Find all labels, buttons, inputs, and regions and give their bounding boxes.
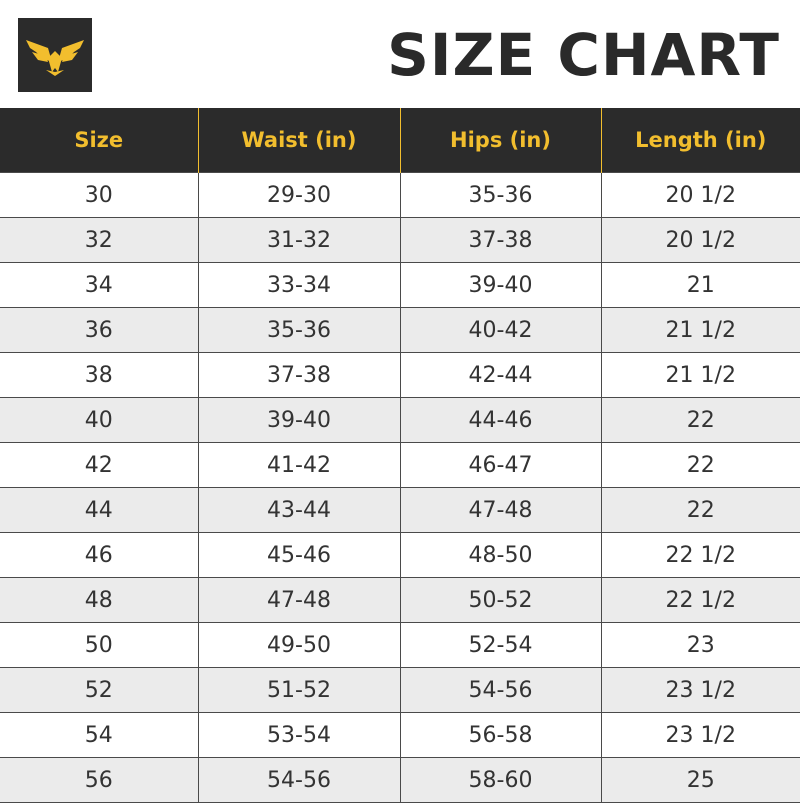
table-cell: 53-54 bbox=[197, 712, 401, 758]
table-cell: 47-48 bbox=[399, 487, 602, 533]
table-cell: 37-38 bbox=[399, 217, 602, 263]
table-cell: 52 bbox=[0, 667, 199, 713]
table-cell: 56 bbox=[0, 757, 199, 803]
table-cell: 50-52 bbox=[399, 577, 602, 623]
table-cell: 35-36 bbox=[399, 172, 602, 218]
table-cell: 54-56 bbox=[197, 757, 401, 803]
table-row: 32 31-32 37-38 20 1/2 bbox=[0, 217, 800, 263]
header-row: Size Waist (in) Hips (in) Length (in) bbox=[0, 108, 800, 173]
table-cell: 49-50 bbox=[197, 622, 401, 668]
table-cell: 36 bbox=[0, 307, 199, 353]
table-cell: 56-58 bbox=[399, 712, 602, 758]
table-cell: 44 bbox=[0, 487, 199, 533]
column-header: Size bbox=[0, 108, 198, 173]
table-cell: 58-60 bbox=[399, 757, 602, 803]
table-cell: 39-40 bbox=[197, 397, 401, 443]
column-header: Waist (in) bbox=[197, 108, 400, 173]
table-body: 30 29-30 35-36 20 1/2 32 31-32 37-38 20 1/2 34 33… bbox=[0, 172, 800, 803]
table-cell: 23 bbox=[600, 622, 800, 668]
table-cell: 50 bbox=[0, 622, 199, 668]
table-cell: 30 bbox=[0, 172, 199, 218]
table-cell: 29-30 bbox=[197, 172, 401, 218]
table-cell: 35-36 bbox=[197, 307, 401, 353]
table-cell: 52-54 bbox=[399, 622, 602, 668]
table-cell: 40 bbox=[0, 397, 199, 443]
table-cell: 42-44 bbox=[399, 352, 602, 398]
table-cell: 46-47 bbox=[399, 442, 602, 488]
column-header: Length (in) bbox=[600, 108, 800, 173]
table-cell: 33-34 bbox=[197, 262, 401, 308]
table-cell: 25 bbox=[600, 757, 800, 803]
table-row: 36 35-36 40-42 21 1/2 bbox=[0, 307, 800, 353]
table-cell: 43-44 bbox=[197, 487, 401, 533]
table-cell: 21 1/2 bbox=[600, 307, 800, 353]
table-row: 48 47-48 50-52 22 1/2 bbox=[0, 577, 800, 623]
table-cell: 21 1/2 bbox=[600, 352, 800, 398]
size-table: Size Waist (in) Hips (in) Length (in) 30 29-… bbox=[0, 108, 800, 803]
table-cell: 22 1/2 bbox=[600, 577, 800, 623]
table-cell: 47-48 bbox=[197, 577, 401, 623]
table-cell: 20 1/2 bbox=[600, 172, 800, 218]
table-cell: 46 bbox=[0, 532, 199, 578]
column-header: Hips (in) bbox=[399, 108, 601, 173]
table-cell: 40-42 bbox=[399, 307, 602, 353]
table-cell: 41-42 bbox=[197, 442, 401, 488]
table-row: 44 43-44 47-48 22 bbox=[0, 487, 800, 533]
table-cell: 32 bbox=[0, 217, 199, 263]
table-row: 50 49-50 52-54 23 bbox=[0, 622, 800, 668]
table-row: 34 33-34 39-40 21 bbox=[0, 262, 800, 308]
table-cell: 37-38 bbox=[197, 352, 401, 398]
table-cell: 22 1/2 bbox=[600, 532, 800, 578]
table-cell: 22 bbox=[600, 397, 800, 443]
title: SIZE CHART bbox=[387, 21, 780, 89]
table-cell: 22 bbox=[600, 442, 800, 488]
logo bbox=[18, 18, 92, 92]
table-row: 38 37-38 42-44 21 1/2 bbox=[0, 352, 800, 398]
table-cell: 38 bbox=[0, 352, 199, 398]
table-cell: 31-32 bbox=[197, 217, 401, 263]
table-cell: 45-46 bbox=[197, 532, 401, 578]
table-row: 40 39-40 44-46 22 bbox=[0, 397, 800, 443]
table-row: 42 41-42 46-47 22 bbox=[0, 442, 800, 488]
table-row: 56 54-56 58-60 25 bbox=[0, 757, 800, 803]
table-cell: 34 bbox=[0, 262, 199, 308]
table-row: 46 45-46 48-50 22 1/2 bbox=[0, 532, 800, 578]
table-cell: 42 bbox=[0, 442, 199, 488]
table-cell: 21 bbox=[600, 262, 800, 308]
table-cell: 22 bbox=[600, 487, 800, 533]
table-cell: 48-50 bbox=[399, 532, 602, 578]
table-row: 52 51-52 54-56 23 1/2 bbox=[0, 667, 800, 713]
table-cell: 54 bbox=[0, 712, 199, 758]
table-cell: 20 1/2 bbox=[600, 217, 800, 263]
table-cell: 23 1/2 bbox=[600, 712, 800, 758]
table-cell: 54-56 bbox=[399, 667, 602, 713]
table-cell: 44-46 bbox=[399, 397, 602, 443]
table-row: 54 53-54 56-58 23 1/2 bbox=[0, 712, 800, 758]
table-cell: 51-52 bbox=[197, 667, 401, 713]
table-cell: 23 1/2 bbox=[600, 667, 800, 713]
table-row: 30 29-30 35-36 20 1/2 bbox=[0, 172, 800, 218]
table-cell: 48 bbox=[0, 577, 199, 623]
table-cell: 39-40 bbox=[399, 262, 602, 308]
